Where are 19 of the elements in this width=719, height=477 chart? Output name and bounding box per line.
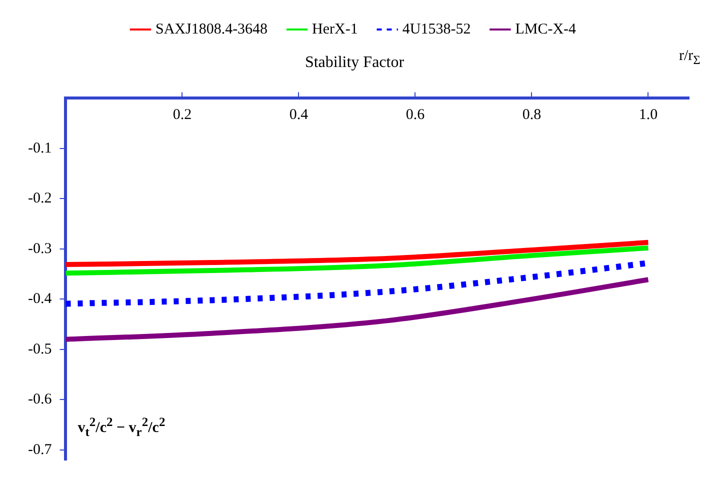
y-tick-label: -0.5	[28, 341, 52, 358]
x-tick-label: 0.2	[172, 107, 192, 124]
y-tick-label: -0.7	[28, 442, 52, 458]
y-tick-label: -0.1	[28, 140, 52, 156]
legend-label: HerX-1	[312, 21, 358, 38]
x-tick-label: 0.4	[289, 107, 309, 124]
text: v$_{t}$$^{2}$/c$^{2}$ − v$_{r}$$^{2}$/c$^{2}$	[78, 415, 166, 439]
y-tick-label: -0.4	[28, 291, 52, 308]
x-axis-title: r/r$_{Σ}$	[679, 48, 700, 68]
x-tick-label: 0.8	[522, 107, 542, 124]
x-tick-label: 1.0	[638, 107, 658, 124]
y-tick-label: -0.3	[28, 240, 52, 257]
legend-label: SAXJ1808.4-3648	[155, 21, 268, 38]
x-tick-label: 0.6	[406, 107, 426, 124]
legend-label: 4U1538-52	[402, 21, 471, 38]
y-tick-label: -0.2	[28, 190, 52, 207]
legend-label: LMC-X-4	[515, 21, 577, 38]
y-tick-label: -0.6	[28, 392, 52, 408]
chart-title: Stability Factor	[304, 54, 405, 71]
